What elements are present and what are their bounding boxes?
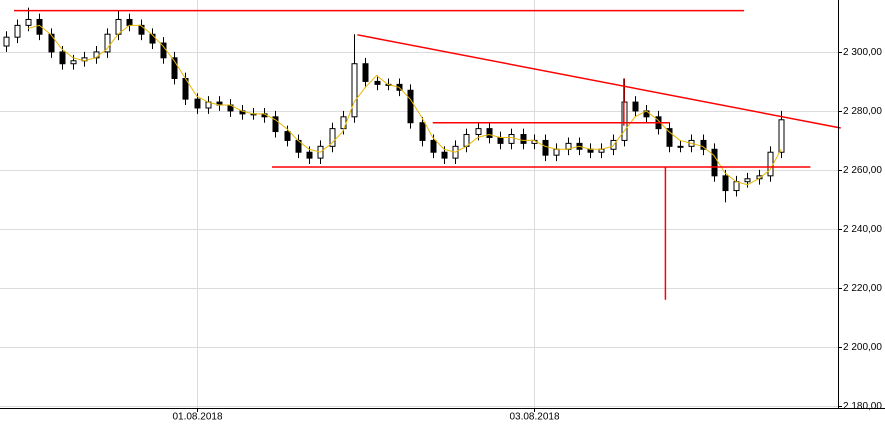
- candle-body: [733, 181, 740, 192]
- candle-body: [306, 151, 313, 159]
- candle-body: [362, 63, 369, 82]
- x-tick-label: 03.08.2018: [509, 412, 559, 423]
- moving-average: [27, 24, 782, 186]
- y-tick-label: 2 280,00: [843, 106, 882, 117]
- candle-body: [677, 145, 684, 148]
- candle-body: [70, 60, 77, 65]
- candle-body: [430, 139, 437, 153]
- candle-body: [711, 148, 718, 177]
- candle-body: [272, 116, 279, 133]
- candle-body: [194, 98, 201, 109]
- y-tick-label: 2 200,00: [843, 342, 882, 353]
- candle-body: [48, 33, 55, 53]
- candle-body: [329, 128, 336, 147]
- candle-body: [104, 33, 111, 53]
- candle-body: [284, 131, 291, 141]
- axes: 2 180,00 2 200,00 2 220,00 2 240,00 2 260,00…: [172, 47, 882, 423]
- candle-body: [340, 116, 347, 130]
- candle-body: [441, 151, 448, 159]
- candle-body: [542, 139, 549, 156]
- candle-body: [138, 24, 145, 35]
- candle-body: [126, 18, 133, 26]
- trend-line: [357, 34, 841, 129]
- y-tick-label: 2 220,00: [843, 283, 882, 294]
- candle-body: [149, 33, 156, 44]
- candle-body: [508, 134, 515, 144]
- candle-body: [778, 119, 785, 153]
- candle-body: [374, 80, 381, 85]
- candle-body: [475, 128, 482, 136]
- candle-body: [14, 24, 21, 38]
- candle-body: [351, 63, 358, 118]
- candle-body: [497, 136, 504, 144]
- candle-body: [722, 175, 729, 192]
- candle-body: [553, 148, 560, 156]
- candle-body: [59, 51, 66, 65]
- candle-body: [666, 128, 673, 147]
- y-tick-label: 2 180,00: [843, 401, 882, 412]
- candle-body: [520, 134, 527, 144]
- candle-body: [632, 101, 639, 112]
- x-tick-label: 01.08.2018: [172, 412, 222, 423]
- candle-body: [407, 89, 414, 124]
- candle-body: [767, 151, 774, 177]
- candle-body: [25, 18, 32, 26]
- candle-body: [171, 57, 178, 79]
- candle-body: [486, 128, 493, 138]
- y-tick-label: 2 260,00: [843, 165, 882, 176]
- candle-body: [744, 178, 751, 183]
- plot: [3, 7, 841, 300]
- candle-body: [419, 122, 426, 141]
- candle-body: [3, 36, 10, 47]
- y-tick-label: 2 300,00: [843, 47, 882, 58]
- grid: [0, 0, 838, 408]
- candle-body: [700, 139, 707, 150]
- y-tick-label: 2 240,00: [843, 224, 882, 235]
